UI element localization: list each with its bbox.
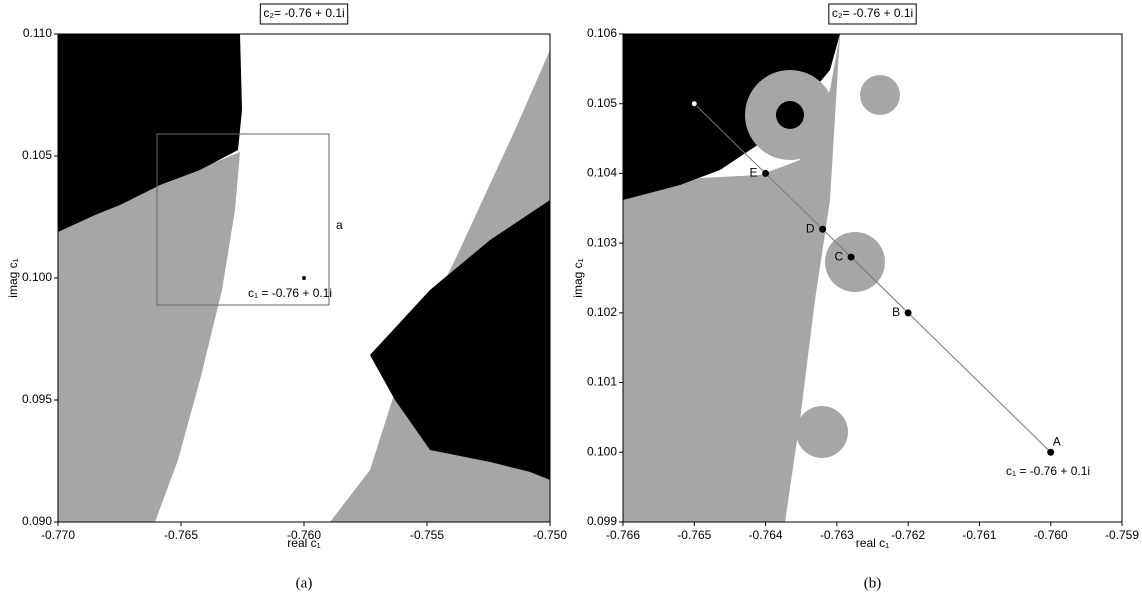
title-box — [259, 3, 349, 25]
point-label: D — [806, 221, 815, 235]
y-tick-label: 0.106 — [587, 26, 617, 40]
fractal-region — [825, 232, 885, 292]
annotation: c₁ = -0.76 + 0.1i — [248, 286, 332, 300]
x-tick-label: -0.762 — [891, 528, 925, 542]
x-tick-label: -0.765 — [164, 528, 198, 542]
title-box — [828, 3, 917, 25]
plot-frame — [622, 33, 1123, 523]
point-label: A — [1053, 434, 1061, 448]
x-tick-label: -0.764 — [749, 528, 783, 542]
y-tick-label: 0.100 — [587, 444, 617, 458]
point — [302, 276, 306, 280]
x-tick-label: -0.765 — [677, 528, 711, 542]
point — [847, 253, 855, 261]
x-tick-label: -0.763 — [820, 528, 854, 542]
y-tick-label: 0.100 — [22, 270, 52, 284]
fractal-region — [623, 34, 840, 522]
y-tick-label: 0.110 — [23, 26, 52, 40]
point-label: C — [834, 249, 843, 263]
fractal-region — [860, 75, 900, 115]
fractal-image — [58, 34, 550, 522]
point — [690, 100, 698, 108]
y-tick-label: 0.103 — [587, 235, 617, 249]
chart-title: c₂= -0.76 + 0.1i — [832, 6, 913, 20]
connecting-line — [693, 103, 1052, 453]
fractal-region — [776, 101, 804, 129]
y-axis-label: imag c₁ — [571, 258, 585, 297]
y-axis-label: imag c₁ — [6, 258, 20, 297]
y-tick-label: 0.090 — [22, 514, 52, 528]
x-tick-label: -0.760 — [287, 528, 321, 542]
y-tick-label: 0.101 — [587, 375, 617, 389]
fractal-region — [370, 200, 550, 480]
x-tick-label: -0.770 — [41, 528, 75, 542]
fractal-region — [58, 152, 240, 522]
caption: (b) — [864, 575, 882, 591]
caption: (a) — [296, 575, 313, 591]
annotation: a — [336, 218, 343, 232]
point — [819, 225, 827, 233]
fractal-image — [623, 34, 900, 522]
point-label: E — [750, 166, 758, 180]
x-tick-label: -0.755 — [410, 528, 444, 542]
y-tick-label: 0.099 — [587, 514, 617, 528]
point-label: B — [892, 305, 900, 319]
y-tick-label: 0.095 — [22, 392, 52, 406]
y-tick-label: 0.102 — [587, 305, 617, 319]
annotation: c₁ = -0.76 + 0.1i — [1006, 464, 1090, 478]
x-axis-label: real c₁ — [287, 536, 320, 550]
x-tick-label: -0.761 — [962, 528, 996, 542]
point — [904, 309, 912, 317]
x-tick-label: -0.766 — [606, 528, 640, 542]
x-tick-label: -0.759 — [1105, 528, 1139, 542]
y-tick-label: 0.105 — [22, 148, 52, 162]
x-tick-label: -0.760 — [1034, 528, 1068, 542]
x-tick-label: -0.750 — [533, 528, 567, 542]
fractal-region — [58, 34, 242, 232]
x-axis-label: real c₁ — [856, 536, 889, 550]
y-tick-label: 0.104 — [587, 166, 617, 180]
point — [762, 169, 770, 177]
point-label: F — [679, 96, 686, 110]
fractal-region — [796, 406, 848, 458]
point — [1047, 448, 1055, 456]
chart-title: c₂= -0.76 + 0.1i — [263, 6, 344, 20]
zoom-box — [156, 133, 330, 306]
y-tick-label: 0.105 — [587, 96, 617, 110]
